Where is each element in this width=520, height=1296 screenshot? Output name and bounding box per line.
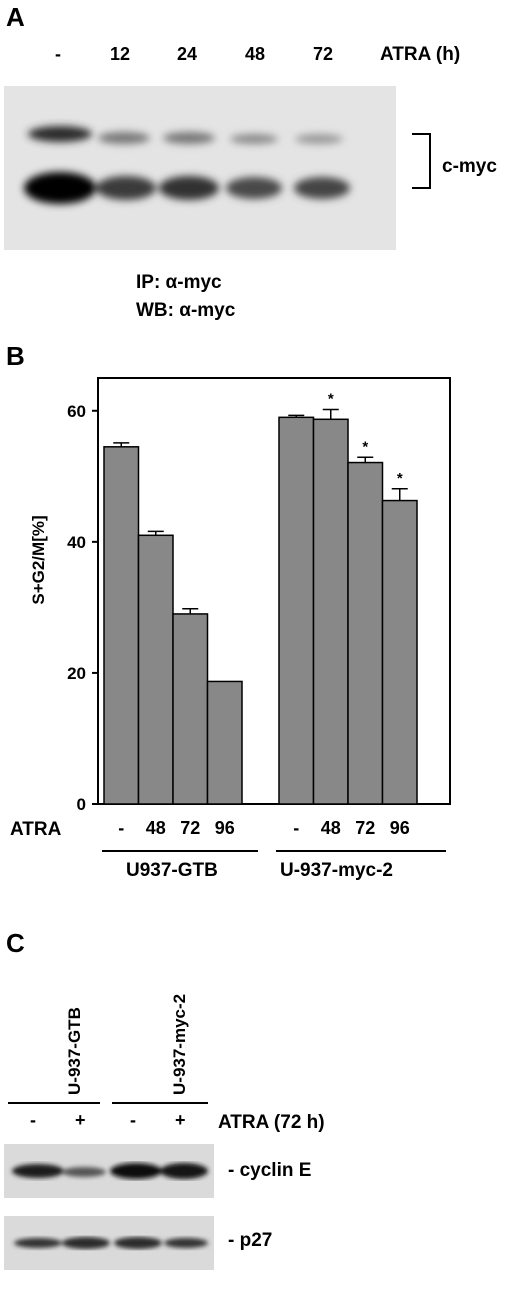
cell-line-label: U-937-GTB <box>65 1007 84 1095</box>
x-tick-label: 48 <box>321 818 341 838</box>
bar <box>172 613 209 805</box>
blot-bands <box>12 1163 208 1179</box>
group-label-myc2: U-937-myc-2 <box>280 860 393 881</box>
y-axis-title: S+G2/M[%] <box>29 515 48 604</box>
band <box>96 176 156 200</box>
band <box>160 1163 208 1179</box>
band-bracket <box>412 133 431 189</box>
band <box>14 1238 62 1248</box>
significance-asterisk: * <box>397 470 403 487</box>
bar <box>206 680 243 805</box>
atra-row-label: ATRA <box>10 819 62 840</box>
wb-label: WB: α-myc <box>136 300 236 321</box>
plot-frame <box>97 377 451 805</box>
panel-b-letter: B <box>6 341 25 371</box>
cell-line-labels: U-937-GTB U-937-myc-2 <box>65 994 189 1095</box>
lane-label: 24 <box>177 44 198 64</box>
bar <box>137 534 174 805</box>
x-tick-label: 72 <box>180 818 200 838</box>
lane-label: 72 <box>313 44 334 64</box>
significance-asterisk: * <box>328 390 334 407</box>
bar-chart: S+G2/M[%] 0 20 40 60 - 48 72 96 - * 48 * 72 * 96 <box>29 377 451 838</box>
blot-bands <box>24 126 350 204</box>
group-underline <box>102 850 258 852</box>
band <box>163 132 215 144</box>
lane-sign: + <box>175 1110 186 1130</box>
band <box>98 132 150 144</box>
p27-label: - p27 <box>228 1230 273 1251</box>
bar <box>103 446 140 805</box>
cell-line-label: U-937-myc-2 <box>170 994 189 1095</box>
band <box>62 1167 106 1177</box>
y-tick-label: 40 <box>67 533 86 552</box>
band <box>28 126 92 142</box>
lane-sign: + <box>75 1110 86 1130</box>
lane-label: 48 <box>245 44 266 64</box>
band <box>110 1163 162 1179</box>
panel-a-letter: A <box>6 2 25 32</box>
band <box>230 134 278 144</box>
band <box>226 177 282 199</box>
cell-line-underline <box>8 1102 100 1104</box>
cyclin-e-label: - cyclin E <box>228 1160 312 1181</box>
band <box>12 1164 64 1178</box>
x-tick-label: - <box>118 818 124 838</box>
lane-sign: - <box>30 1110 36 1130</box>
band <box>294 177 350 199</box>
lane-sign: - <box>130 1110 136 1130</box>
western-blot-cyclin-e <box>4 1144 214 1198</box>
group-label-gtb: U937-GTB <box>126 860 218 881</box>
bar <box>347 461 384 805</box>
x-tick-label: 96 <box>215 818 235 838</box>
western-blot-c-myc <box>4 86 396 250</box>
group-underline <box>276 850 446 852</box>
bar <box>278 416 315 805</box>
band <box>164 1238 208 1248</box>
western-blot-p27 <box>4 1216 214 1270</box>
x-tick-label: 96 <box>390 818 410 838</box>
cell-line-underline <box>112 1102 208 1104</box>
band <box>24 172 96 204</box>
lane-label: - <box>55 44 61 64</box>
y-tick-label: 0 <box>77 795 86 814</box>
band <box>114 1237 162 1249</box>
ip-label: IP: α-myc <box>136 272 222 293</box>
band <box>159 176 219 200</box>
atra-hours-label: ATRA (h) <box>380 44 461 65</box>
significance-asterisk: * <box>362 438 368 455</box>
bar <box>312 418 349 805</box>
lane-label: 12 <box>110 44 131 64</box>
atra-72h-label: ATRA (72 h) <box>218 1112 325 1133</box>
x-tick-label: 48 <box>146 818 166 838</box>
y-tick-label: 20 <box>67 664 86 683</box>
band <box>62 1237 110 1249</box>
c-myc-label: c-myc <box>442 156 497 177</box>
x-tick-label: - <box>293 818 299 838</box>
panel-c-letter: C <box>6 928 25 958</box>
x-tick-label: 72 <box>355 818 375 838</box>
blot-bands <box>14 1237 208 1249</box>
bar <box>381 499 418 805</box>
y-tick-label: 60 <box>67 402 86 421</box>
band <box>295 134 343 144</box>
